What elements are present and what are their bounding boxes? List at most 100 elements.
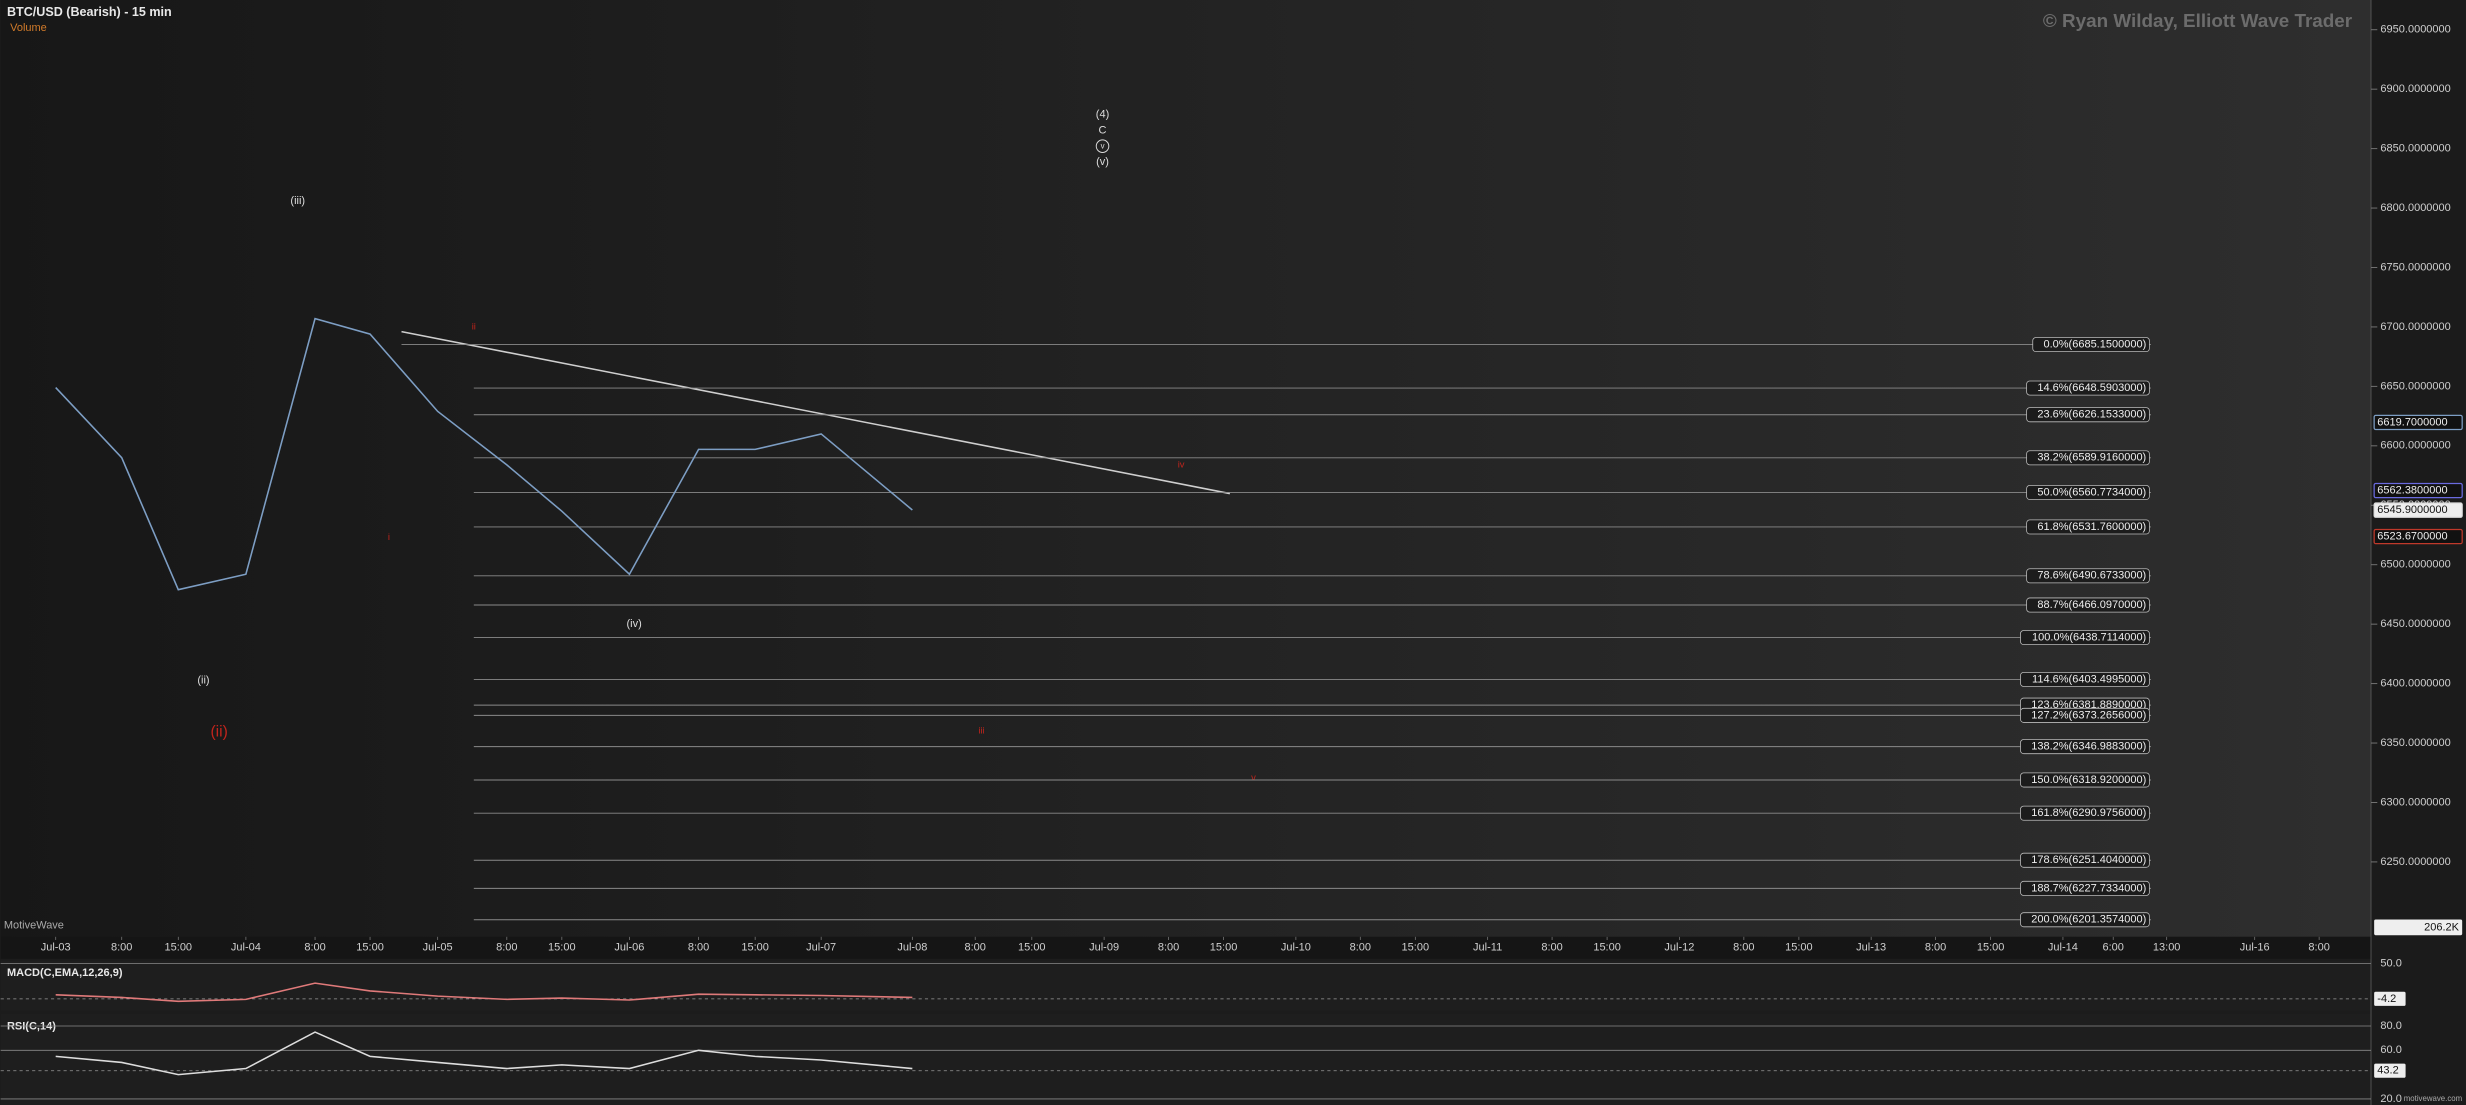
fib-label-box bbox=[2020, 805, 2150, 821]
fib-label: 114.6%(6403.4995000) bbox=[2032, 673, 2146, 685]
wave-label: iii bbox=[978, 724, 984, 735]
fib-label: 14.6%(6648.5903000) bbox=[2037, 382, 2146, 394]
wave-label: (v) bbox=[1096, 156, 1109, 168]
x-tick-label: Jul-07 bbox=[806, 942, 836, 954]
x-tick-label: 15:00 bbox=[1785, 942, 1813, 954]
fib-label: 100.0%(6438.7114000) bbox=[2032, 631, 2146, 643]
x-tick-label: 6:00 bbox=[2103, 942, 2124, 954]
wave-circle bbox=[1095, 139, 1110, 153]
volume-tag: 206.2K bbox=[2424, 921, 2460, 933]
volume-label: Volume bbox=[10, 22, 47, 34]
y-tick-label: 6250.0000000 bbox=[2380, 856, 2450, 868]
y-tick-label: 6300.0000000 bbox=[2380, 796, 2450, 808]
wave-label: (4) bbox=[1096, 109, 1109, 121]
fib-label-box bbox=[2020, 912, 2150, 928]
x-tick-label: Jul-04 bbox=[231, 942, 261, 954]
fib-label-box bbox=[2032, 337, 2150, 353]
wave-label: (ii) bbox=[197, 675, 209, 687]
rsi-line bbox=[55, 1031, 913, 1076]
price-panel bbox=[0, 0, 2372, 937]
x-tick-label: Jul-14 bbox=[2048, 942, 2078, 954]
x-tick-label: 8:00 bbox=[1350, 942, 1371, 954]
fib-label: 61.8%(6531.7600000) bbox=[2037, 521, 2146, 533]
y-tick-label: 6950.0000000 bbox=[2380, 24, 2450, 36]
x-tick-label: 8:00 bbox=[2308, 942, 2329, 954]
fib-label: 178.6%(6251.4040000) bbox=[2031, 854, 2146, 866]
y-tick-label: 6800.0000000 bbox=[2380, 202, 2450, 214]
y-tick-label: 6600.0000000 bbox=[2380, 440, 2450, 452]
fib-label: 138.2%(6346.9883000) bbox=[2031, 741, 2146, 753]
macd-panel bbox=[0, 960, 2372, 1011]
wave-label: iv bbox=[1178, 459, 1185, 470]
y-tick-label: 6500.0000000 bbox=[2380, 559, 2450, 571]
price-tag-label: 6562.3800000 bbox=[2377, 484, 2447, 496]
fib-label: 188.7%(6227.7334000) bbox=[2031, 882, 2146, 894]
panel-tag-box bbox=[2374, 991, 2406, 1006]
fib-label: 38.2%(6589.9160000) bbox=[2037, 452, 2146, 464]
x-tick-label: Jul-13 bbox=[1856, 942, 1886, 954]
price-tag-label: 6619.7000000 bbox=[2377, 416, 2447, 428]
price-tag-label: 6523.6700000 bbox=[2377, 530, 2447, 542]
fib-label-box bbox=[2020, 880, 2150, 896]
x-tick-label: 15:00 bbox=[356, 942, 384, 954]
x-tick-label: 8:00 bbox=[1158, 942, 1179, 954]
price-tag-label: 6545.9000000 bbox=[2377, 504, 2447, 516]
chart-title: BTC/USD (Bearish) - 15 min bbox=[7, 5, 172, 19]
x-tick-label: Jul-16 bbox=[2240, 942, 2270, 954]
fib-label-box bbox=[2020, 707, 2150, 723]
x-tick-label: 8:00 bbox=[1733, 942, 1754, 954]
x-tick-label: Jul-11 bbox=[1473, 942, 1502, 954]
panel-tick-label: 50.0 bbox=[2380, 958, 2401, 970]
fib-label-box bbox=[2020, 630, 2150, 646]
fib-label-box bbox=[2020, 772, 2150, 788]
x-tick-label: 8:00 bbox=[1925, 942, 1946, 954]
y-tick-label: 6650.0000000 bbox=[2380, 380, 2450, 392]
panel-tick-label: 80.0 bbox=[2380, 1020, 2401, 1032]
x-tick-label: 8:00 bbox=[965, 942, 986, 954]
fib-label: 50.0%(6560.7734000) bbox=[2037, 486, 2146, 498]
price-line bbox=[55, 317, 913, 591]
fib-label: 0.0%(6685.1500000) bbox=[2043, 338, 2146, 350]
fib-label-box bbox=[2020, 671, 2150, 687]
x-tick-label: 8:00 bbox=[1541, 942, 1562, 954]
wave-label: i bbox=[388, 531, 390, 542]
y-tick-label: 6400.0000000 bbox=[2380, 677, 2450, 689]
volume-tag-box bbox=[2374, 919, 2463, 936]
wave-label: ii bbox=[472, 320, 476, 331]
x-tick-label: 8:00 bbox=[111, 942, 132, 954]
brand: MotiveWave bbox=[4, 920, 64, 932]
panel-tag-label: -4.2 bbox=[2377, 993, 2396, 1005]
wave-label: (ii) bbox=[210, 724, 227, 741]
fib-label-box bbox=[2026, 450, 2150, 466]
y-tick-label: 6450.0000000 bbox=[2380, 618, 2450, 630]
wave-label: (iv) bbox=[626, 618, 641, 630]
fib-label-box bbox=[2026, 484, 2150, 500]
fib-label-box bbox=[2026, 597, 2150, 613]
panel-tag-box bbox=[2374, 1063, 2406, 1078]
y-tick-label: 6350.0000000 bbox=[2380, 737, 2450, 749]
y-tick-label: 6750.0000000 bbox=[2380, 261, 2450, 273]
x-tick-label: Jul-12 bbox=[1664, 942, 1694, 954]
x-tick-label: Jul-06 bbox=[614, 942, 644, 954]
fib-label-box bbox=[2026, 519, 2150, 535]
x-tick-label: Jul-03 bbox=[41, 942, 71, 954]
price-axis bbox=[2371, 0, 2466, 1105]
x-tick-label: Jul-09 bbox=[1089, 942, 1119, 954]
x-tick-label: 15:00 bbox=[1402, 942, 1430, 954]
brand-url: motivewave.com bbox=[2404, 1094, 2463, 1103]
rsi-panel bbox=[0, 1013, 2372, 1105]
x-tick-label: 15:00 bbox=[1977, 942, 2005, 954]
fib-label-box bbox=[2026, 380, 2150, 396]
fib-label: 150.0%(6318.9200000) bbox=[2031, 774, 2146, 786]
x-tick-label: Jul-08 bbox=[897, 942, 927, 954]
price-tag-box bbox=[2373, 482, 2463, 499]
time-axis bbox=[0, 936, 2372, 959]
y-tick-label: 6700.0000000 bbox=[2380, 321, 2450, 333]
x-tick-label: Jul-10 bbox=[1281, 942, 1311, 954]
x-tick-label: 15:00 bbox=[1018, 942, 1046, 954]
fib-label: 161.8%(6290.9756000) bbox=[2031, 807, 2146, 819]
wave-label: C bbox=[1099, 124, 1107, 136]
x-tick-label: 8:00 bbox=[304, 942, 325, 954]
panel-tick-label: 20.0 bbox=[2380, 1093, 2401, 1105]
